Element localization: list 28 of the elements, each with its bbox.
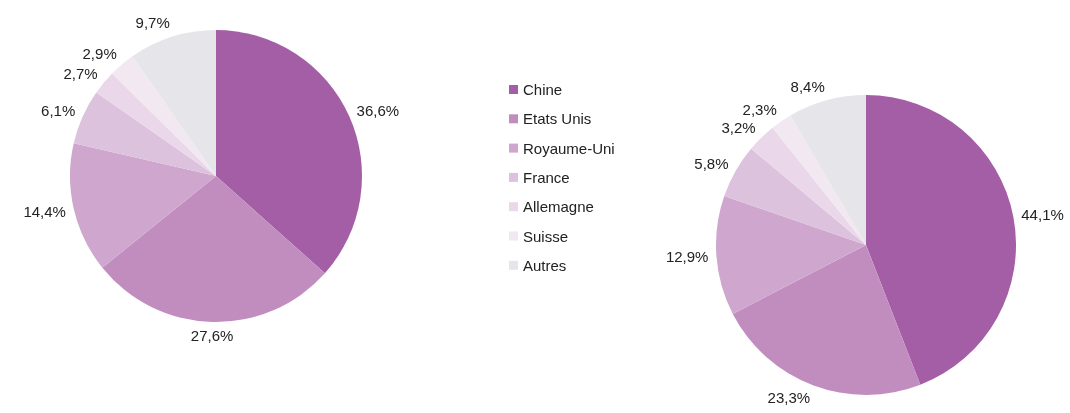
legend-label: Allemagne: [523, 198, 594, 216]
data-label: 5,8%: [694, 155, 729, 173]
legend-label: France: [523, 168, 570, 186]
pie-slice: [102, 176, 325, 322]
pie-slice: [732, 245, 921, 395]
data-label: 27,6%: [190, 326, 234, 344]
data-label: 8,4%: [790, 77, 825, 95]
data-label: 36,6%: [356, 101, 400, 119]
data-label: 44,1%: [1021, 205, 1064, 223]
data-label: 9,7%: [135, 14, 170, 32]
data-label: 12,9%: [665, 247, 709, 265]
data-label: 2,9%: [82, 44, 117, 62]
pie-slice: [73, 92, 216, 176]
data-label: 2,3%: [742, 100, 777, 118]
legend-label: Suisse: [523, 227, 569, 245]
legend-label: Chine: [523, 81, 563, 98]
data-label: 14,4%: [23, 202, 66, 220]
pie-slice: [70, 143, 216, 268]
pie-slice: [716, 195, 866, 314]
pie-slice: [96, 73, 216, 176]
data-label: 23,3%: [767, 389, 811, 407]
pie-slice: [866, 95, 1016, 385]
legend-label: Autres: [523, 256, 567, 274]
legend-label: Etats Unis: [523, 110, 592, 128]
data-label: 6,1%: [41, 102, 76, 120]
legend-label: Royaume-Uni: [523, 139, 615, 157]
data-label: 2,7%: [63, 64, 98, 82]
data-label: 3,2%: [721, 118, 756, 136]
